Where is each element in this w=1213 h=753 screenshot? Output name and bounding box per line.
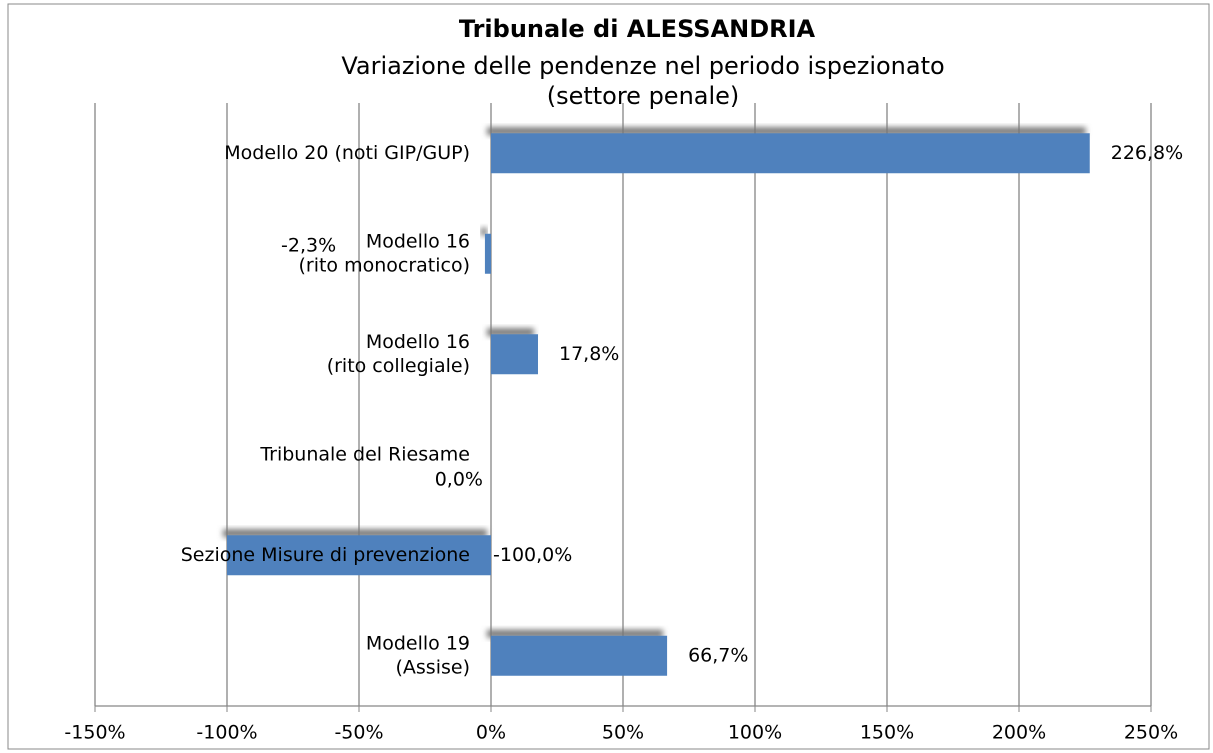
y-tick-label: (rito collegiale) (327, 355, 470, 377)
bar (491, 133, 1090, 174)
data-label: 226,8% (1111, 142, 1183, 164)
y-tick-label: (rito monocratico) (298, 254, 470, 276)
data-label: -100,0% (493, 544, 572, 566)
x-tick-label: 150% (860, 722, 914, 744)
bar (227, 535, 491, 576)
x-tick-label: -100% (196, 722, 257, 744)
bar-shadow (480, 227, 487, 236)
y-tick-label: Modello 19 (366, 632, 470, 654)
bar-shadow (487, 629, 664, 638)
chart-subtitle: (settore penale) (547, 82, 740, 110)
chart-subtitle: Variazione delle pendenze nel periodo is… (341, 52, 944, 80)
y-tick-label: Modello 16 (366, 331, 470, 353)
x-tick-label: 100% (728, 722, 782, 744)
x-tick-label: -150% (64, 722, 125, 744)
x-tick-label: -50% (334, 722, 383, 744)
x-tick-label: 250% (1124, 722, 1178, 744)
bar (484, 233, 491, 274)
bar-shadow (223, 529, 487, 538)
data-label: 17,8% (559, 343, 619, 365)
data-label: 0,0% (435, 468, 483, 490)
chart-title: Tribunale di ALESSANDRIA (459, 15, 816, 43)
y-tick-label: Modello 16 (366, 230, 470, 252)
y-tick-label: Sezione Misure di prevenzione (181, 544, 470, 566)
bar (491, 635, 668, 676)
bar-shadow (487, 127, 1086, 136)
y-tick-label: Modello 20 (noti GIP/GUP) (224, 142, 470, 164)
x-tick-label: 0% (476, 722, 506, 744)
y-tick-label: (Assise) (396, 656, 471, 678)
bar (491, 334, 538, 375)
data-label: -2,3% (281, 234, 336, 256)
x-tick-label: 200% (992, 722, 1046, 744)
bar-shadow (487, 328, 534, 337)
data-label: 66,7% (688, 644, 748, 666)
x-tick-label: 50% (602, 722, 644, 744)
y-tick-label: Tribunale del Riesame (259, 443, 470, 465)
